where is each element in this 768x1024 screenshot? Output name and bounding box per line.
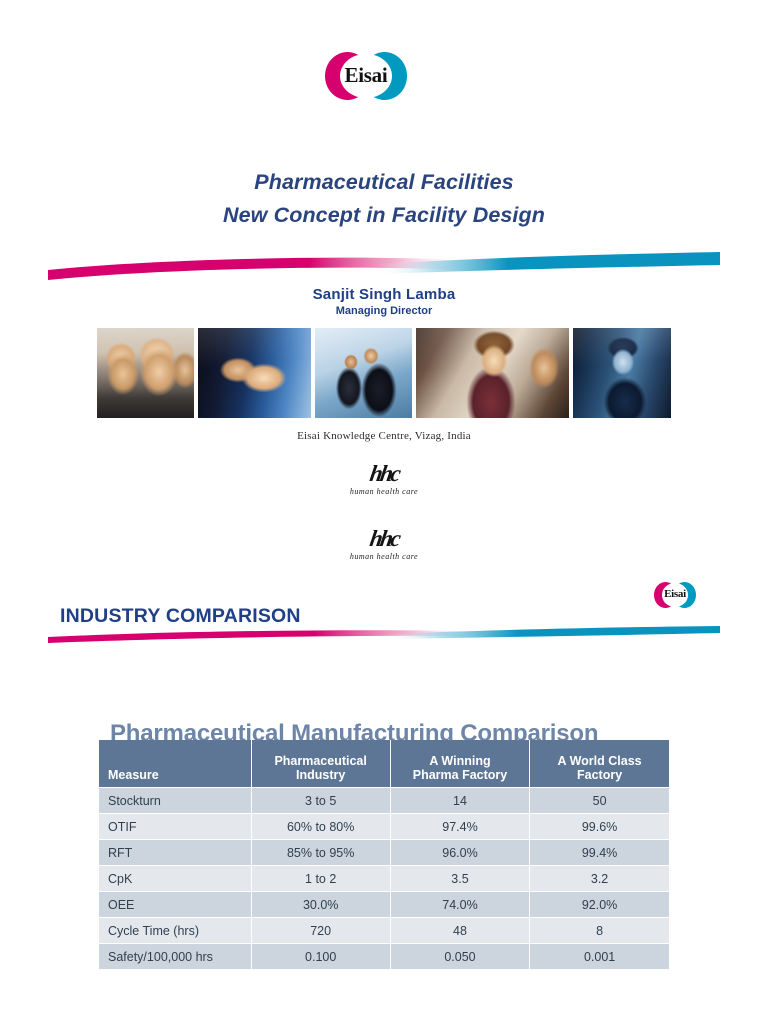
column-header-measure-line-1: Measure <box>108 768 159 782</box>
photo-strip <box>97 328 671 418</box>
cell-measure: RFT <box>99 839 252 866</box>
cell-world-class: 50 <box>529 787 669 814</box>
cell-world-class: 8 <box>529 917 669 944</box>
cell-winning: 74.0% <box>390 891 531 918</box>
column-header-line-1: Pharmaceutical <box>274 754 367 768</box>
eisai-logo-center: Eisai <box>340 53 392 99</box>
cell-winning: 48 <box>390 917 531 944</box>
brand-swoosh-bottom <box>48 626 720 646</box>
table-body: Stockturn 3 to 5 14 50 OTIF 60% to 80% 9… <box>99 787 669 970</box>
cell-measure: Stockturn <box>99 787 252 814</box>
cell-world-class: 99.6% <box>529 813 669 840</box>
brand-swoosh-top <box>48 252 720 286</box>
cell-industry: 85% to 95% <box>251 839 391 866</box>
venue-caption: Eisai Knowledge Centre, Vizag, India <box>297 430 471 442</box>
column-header-winning-pharma-factory: A Winning Pharma Factory <box>390 740 531 788</box>
presenter-role: Managing Director <box>335 305 433 317</box>
cell-winning: 14 <box>390 787 531 814</box>
photo-two-executives <box>314 328 413 418</box>
cell-world-class: 92.0% <box>529 891 669 918</box>
column-header-line-1: A Winning <box>429 754 491 768</box>
cell-measure: CpK <box>99 865 252 892</box>
cell-winning: 96.0% <box>390 839 531 866</box>
photo-divider <box>412 328 417 418</box>
page-title-line-2: New Concept in Facility Design <box>223 203 545 228</box>
cell-winning: 0.050 <box>390 943 531 970</box>
table-row: RFT 85% to 95% 96.0% 99.4% <box>99 839 669 866</box>
comparison-table: Measure Pharmaceutical Industry A Winnin… <box>99 740 669 970</box>
table-header-row: Measure Pharmaceutical Industry A Winnin… <box>99 740 669 788</box>
table-row: Stockturn 3 to 5 14 50 <box>99 787 669 814</box>
table-row: Cycle Time (hrs) 720 48 8 <box>99 917 669 944</box>
column-header-line-1: A World Class <box>557 754 642 768</box>
photo-boardroom-meeting <box>97 328 195 418</box>
column-header-measure: Measure <box>99 740 252 788</box>
photo-divider <box>311 328 315 418</box>
title-slide: Eisai Pharmaceutical Facilities New Conc… <box>0 52 768 562</box>
eisai-logo-wordmark: Eisai <box>664 588 686 601</box>
photo-smiling-woman-colleague <box>416 328 569 418</box>
cell-industry: 3 to 5 <box>251 787 391 814</box>
eisai-logo-small: Eisai <box>654 582 696 608</box>
page-title: Pharmaceutical Facilities New Concept in… <box>0 166 768 232</box>
cell-winning: 3.5 <box>390 865 531 892</box>
cell-industry: 720 <box>251 917 391 944</box>
cell-industry: 1 to 2 <box>251 865 391 892</box>
presenter-block: Sanjit Singh Lamba Managing Director <box>0 285 768 319</box>
column-header-line-2: Pharma Factory <box>412 768 508 782</box>
eisai-logo-wordmark: Eisai <box>344 63 388 88</box>
photo-divider <box>568 328 573 418</box>
table-row: OTIF 60% to 80% 97.4% 99.6% <box>99 813 669 840</box>
column-header-world-class-factory: A World Class Factory <box>529 740 669 788</box>
cell-industry: 0.100 <box>251 943 391 970</box>
hhc-mark: hhc <box>367 526 401 551</box>
column-header-pharmaceutical-industry: Pharmaceutical Industry <box>251 740 391 788</box>
cell-winning: 97.4% <box>390 813 531 840</box>
cell-world-class: 99.4% <box>529 839 669 866</box>
hhc-caption: human health care <box>349 487 419 496</box>
hhc-caption: human health care <box>349 552 419 561</box>
cell-world-class: 3.2 <box>529 865 669 892</box>
page-title-line-1: Pharmaceutical Facilities <box>254 170 514 195</box>
cell-measure: OTIF <box>99 813 252 840</box>
cell-industry: 30.0% <box>251 891 391 918</box>
eisai-logo-center: Eisai <box>661 583 689 607</box>
cell-measure: Safety/100,000 hrs <box>99 943 252 970</box>
table-row: OEE 30.0% 74.0% 92.0% <box>99 891 669 918</box>
photo-divider <box>194 328 199 418</box>
hhc-logo-secondary: hhc human health care <box>0 526 768 562</box>
table-row: Safety/100,000 hrs 0.100 0.050 0.001 <box>99 943 669 970</box>
cell-industry: 60% to 80% <box>251 813 391 840</box>
photo-handshake <box>198 328 312 418</box>
hhc-logo-primary: hhc human health care <box>0 461 768 497</box>
column-header-line-2: Industry <box>296 768 346 782</box>
table-head: Measure Pharmaceutical Industry A Winnin… <box>99 740 669 788</box>
table-row: CpK 1 to 2 3.5 3.2 <box>99 865 669 892</box>
cell-world-class: 0.001 <box>529 943 669 970</box>
cell-measure: Cycle Time (hrs) <box>99 917 252 944</box>
eisai-logo: Eisai <box>325 52 407 100</box>
presenter-name: Sanjit Singh Lamba <box>312 286 456 303</box>
industry-comparison-slide: INDUSTRY COMPARISON Eisai <box>0 570 768 1024</box>
cell-measure: OEE <box>99 891 252 918</box>
hhc-mark: hhc <box>367 461 401 486</box>
column-header-line-2: Factory <box>577 768 623 782</box>
section-heading: INDUSTRY COMPARISON <box>60 605 301 628</box>
photo-businesswoman-blue <box>572 328 671 418</box>
